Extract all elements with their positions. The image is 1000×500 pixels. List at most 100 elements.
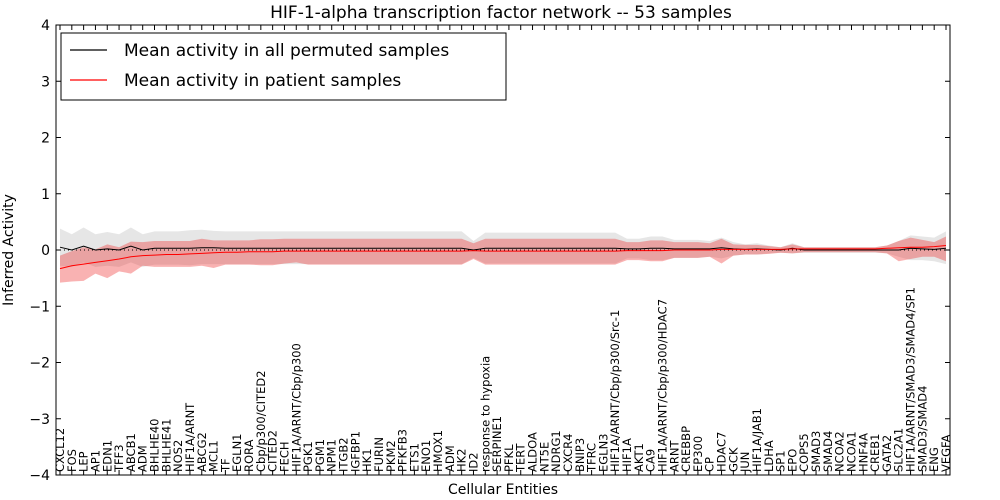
y-tick-label: 4: [41, 18, 50, 34]
x-tick-label: HK1: [360, 448, 374, 472]
x-axis-ticks: CXCL12FOSLEPAP1EDN1TFF3ABCB1ADMBHLHE40BH…: [53, 25, 953, 475]
x-tick-label: JUN: [738, 452, 752, 473]
x-tick-label: NCOA2: [833, 431, 847, 472]
x-tick-label: TF: [218, 458, 232, 473]
y-tick-label: 3: [41, 74, 50, 90]
x-tick-label: ID2: [467, 452, 481, 472]
x-tick-label: ETS1: [407, 443, 421, 472]
x-tick-label: FURIN: [372, 437, 386, 472]
x-tick-label: CP: [703, 457, 717, 472]
x-tick-label: response to hypoxia: [478, 356, 492, 472]
x-tick-label: Cbp/p300/CITED2: [254, 370, 268, 472]
x-tick-label: SMAD3/SMAD4: [915, 386, 929, 472]
x-tick-label: BHLHE40: [148, 419, 162, 473]
x-tick-label: CREBBP: [679, 426, 693, 472]
x-tick-label: HK2: [455, 448, 469, 472]
x-tick-label: ENG: [927, 447, 941, 472]
x-tick-label: NCOA1: [845, 431, 859, 472]
x-tick-label: SMAD4: [821, 431, 835, 472]
x-tick-label: LDHA: [762, 440, 776, 472]
x-tick-label: ADM: [443, 445, 457, 472]
x-tick-label: AKT1: [632, 443, 646, 472]
x-tick-label: HIF1A/ARNT: [183, 402, 197, 472]
legend-box: [60, 32, 507, 101]
x-tick-label: BNIP3: [573, 438, 587, 472]
y-tick-label: 1: [41, 187, 50, 203]
x-tick-label: NOS2: [171, 440, 185, 472]
x-tick-label: SLC2A1: [892, 428, 906, 472]
x-tick-label: EGLN1: [230, 433, 244, 472]
y-tick-label: −3: [29, 412, 50, 428]
y-tick-label: 0: [41, 243, 50, 259]
x-tick-label: PGK1: [301, 441, 315, 472]
y-tick-label: 2: [41, 131, 50, 147]
x-tick-label: NDRG1: [549, 430, 563, 472]
x-tick-label: SP1: [774, 450, 788, 472]
x-tick-label: SERPINE1: [490, 416, 504, 472]
x-tick-label: ENO1: [419, 440, 433, 472]
x-tick-label: HDAC7: [715, 432, 729, 472]
x-tick-label: CXCR4: [561, 434, 575, 472]
x-tick-label: TERT: [514, 443, 528, 473]
x-tick-label: HIF1A/ARNT/Cbp/p300/Src-1: [608, 310, 622, 472]
x-tick-label: CA9: [644, 449, 658, 472]
chart-title: HIF-1-alpha transcription factor network…: [270, 3, 732, 23]
x-axis-label: Cellular Entities: [448, 482, 558, 498]
x-tick-label: VEGFA: [939, 434, 953, 472]
x-tick-label: IGFBP1: [348, 431, 362, 472]
x-tick-label: PFKFB3: [396, 429, 410, 472]
x-tick-label: ABCG2: [195, 432, 209, 472]
legend: Mean activity in all permuted samples Mea…: [60, 32, 507, 101]
x-tick-label: FOS: [65, 449, 79, 472]
y-tick-label: −2: [29, 356, 50, 372]
x-tick-label: NT5E: [537, 442, 551, 472]
x-tick-label: CREB1: [868, 434, 882, 473]
x-tick-label: HIF1A/ARNT/Cbp/p300/HDAC7: [656, 299, 670, 472]
x-tick-label: HNF4A: [856, 433, 870, 472]
x-tick-label: EPO: [785, 449, 799, 472]
x-tick-label: COPS5: [797, 433, 811, 472]
y-axis-ticks: −4 −3 −2 −1 0 1 2 3 4: [29, 18, 950, 484]
x-tick-label: NPM1: [325, 439, 339, 472]
x-tick-label: ABCB1: [124, 433, 138, 472]
x-tick-label: RORA: [242, 439, 256, 472]
y-tick-label: −4: [29, 468, 50, 484]
x-tick-label: HIF1A/JAB1: [750, 408, 764, 472]
x-tick-label: TFF3: [112, 444, 126, 473]
y-axis-label: Inferred Activity: [1, 194, 17, 306]
series-lines: [59, 245, 947, 270]
series-band-2: [60, 236, 946, 283]
x-tick-label: TFRC: [585, 443, 599, 473]
x-tick-label: GCK: [726, 447, 740, 472]
x-tick-label: PGM1: [313, 439, 327, 472]
x-tick-label: LEP: [77, 451, 91, 472]
x-tick-label: BHLHE41: [159, 419, 173, 473]
x-tick-label: HIF1A/ARNT/Cbp/p300: [289, 343, 303, 472]
series-line-2: [59, 245, 947, 270]
x-tick-label: ALDOA: [526, 432, 540, 472]
x-tick-label: CITED2: [266, 430, 280, 472]
x-tick-label: GATA2: [880, 435, 894, 472]
x-tick-label: ADM: [136, 445, 150, 472]
x-tick-label: PKM2: [384, 440, 398, 472]
x-tick-label: PFKL: [502, 444, 516, 472]
x-tick-label: EP300: [691, 436, 705, 472]
y-tick-label: −1: [29, 299, 50, 315]
x-tick-label: FECH: [278, 441, 292, 472]
x-tick-label: MCL1: [207, 440, 221, 472]
x-tick-label: SMAD3: [809, 431, 823, 472]
legend-entry-1: Mean activity in all permuted samples: [124, 41, 449, 61]
x-tick-label: HIF1A/ARNT/SMAD3/SMAD4/SP1: [904, 287, 918, 472]
x-tick-label: AP1: [88, 450, 102, 472]
x-tick-label: ITGB2: [337, 437, 351, 472]
x-tick-label: EGLN3: [596, 433, 610, 472]
x-tick-label: HIF1A: [620, 438, 634, 472]
x-tick-label: CXCL12: [53, 428, 67, 472]
series-band-1: [60, 227, 946, 267]
x-tick-label: EDN1: [100, 440, 114, 472]
legend-entry-2: Mean activity in patient samples: [124, 71, 401, 91]
confidence-bands: [60, 227, 946, 283]
x-tick-label: HMOX1: [431, 430, 445, 472]
x-tick-label: ARNT: [667, 440, 681, 472]
